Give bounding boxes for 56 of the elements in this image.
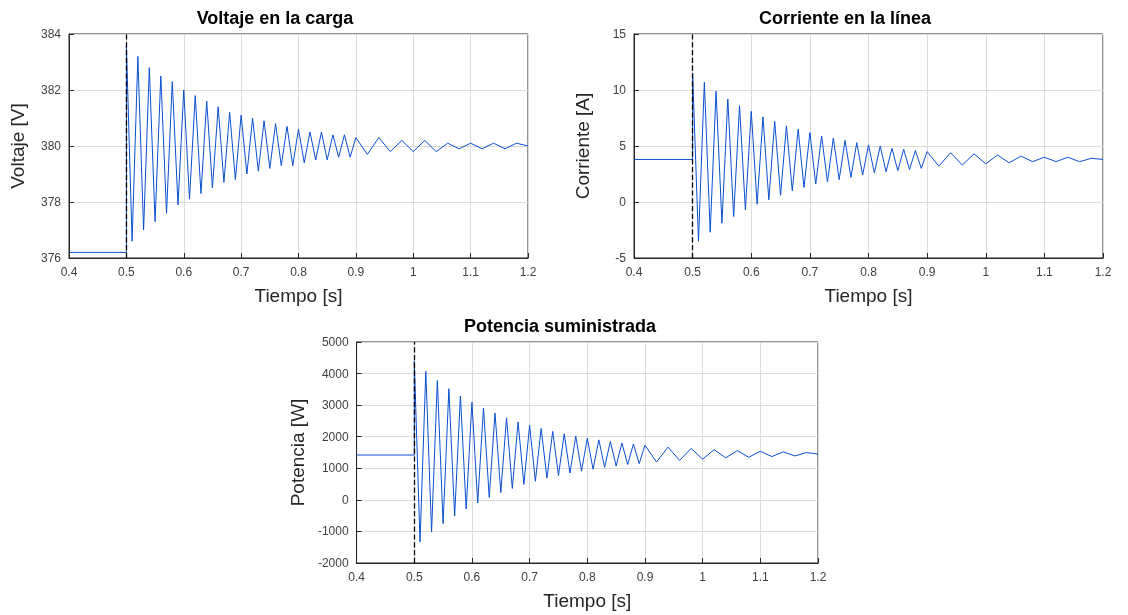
x-tick-label: 1.2 — [1094, 265, 1112, 279]
y-tick-label: -2000 — [317, 556, 349, 570]
y-tick-label: 378 — [40, 195, 62, 209]
y-tick-label: 0 — [341, 492, 349, 507]
line-series — [68, 44, 529, 253]
x-tick-label: 1 — [699, 570, 707, 584]
x-tick-label: 1.1 — [751, 570, 769, 584]
x-tick-label: 0.6 — [463, 570, 481, 584]
y-tick-label: -5 — [615, 251, 627, 265]
y-tick-label: 376 — [40, 251, 62, 265]
x-tick-label: 1.2 — [809, 570, 827, 584]
x-axis-title: Tiempo [s] — [543, 590, 632, 611]
y-tick-label: 1000 — [321, 461, 349, 476]
x-tick-label: 0.9 — [636, 570, 654, 584]
x-tick-label: 0.7 — [801, 265, 819, 279]
y-tick-label: 5 — [619, 139, 627, 153]
x-tick-label: 0.8 — [578, 570, 596, 584]
y-tick-label: 2000 — [321, 429, 349, 444]
x-tick-label: 1.1 — [462, 265, 480, 279]
x-tick-label: 0.9 — [918, 265, 936, 279]
chart-title: Voltaje en la carga — [196, 8, 355, 28]
x-tick-label: 0.8 — [290, 265, 308, 279]
y-tick-label: 3000 — [321, 398, 349, 413]
x-axis-title: Tiempo [s] — [824, 285, 913, 306]
y-tick-label: 384 — [40, 27, 62, 41]
x-tick-label: 0.7 — [232, 265, 250, 279]
x-tick-label: 0.6 — [742, 265, 760, 279]
x-tick-label: 0.4 — [348, 570, 366, 584]
chart-title: Potencia suministrada — [463, 316, 658, 336]
x-tick-label: 0.9 — [347, 265, 365, 279]
y-tick-label: 382 — [40, 83, 62, 97]
x-tick-label: 0.5 — [405, 570, 423, 584]
x-tick-label: 1 — [409, 265, 417, 279]
y-tick-label: 5000 — [321, 335, 349, 349]
y-tick-label: 10 — [612, 83, 627, 97]
x-tick-label: 1 — [982, 265, 990, 279]
x-tick-label: 0.6 — [175, 265, 193, 279]
y-axis-title: Voltaje [V] — [7, 103, 28, 189]
chart-title: Corriente en la línea — [758, 8, 933, 28]
y-tick-label: 15 — [612, 27, 627, 41]
x-tick-label: 1.2 — [519, 265, 537, 279]
y-tick-label: -1000 — [317, 524, 349, 539]
x-axis-title: Tiempo [s] — [254, 285, 343, 306]
x-tick-label: 0.4 — [60, 265, 78, 279]
y-axis-title: Potencia [W] — [287, 398, 308, 507]
x-tick-label: 0.4 — [625, 265, 643, 279]
y-tick-label: 4000 — [321, 366, 349, 381]
x-tick-label: 1.1 — [1036, 265, 1054, 279]
x-tick-label: 0.8 — [860, 265, 878, 279]
x-tick-label: 0.7 — [521, 570, 539, 584]
x-tick-label: 0.5 — [118, 265, 136, 279]
line-series — [356, 360, 819, 543]
y-tick-label: 380 — [40, 139, 62, 153]
x-tick-label: 0.5 — [684, 265, 702, 279]
y-axis-title: Corriente [A] — [572, 92, 593, 200]
y-tick-label: 0 — [619, 195, 627, 209]
